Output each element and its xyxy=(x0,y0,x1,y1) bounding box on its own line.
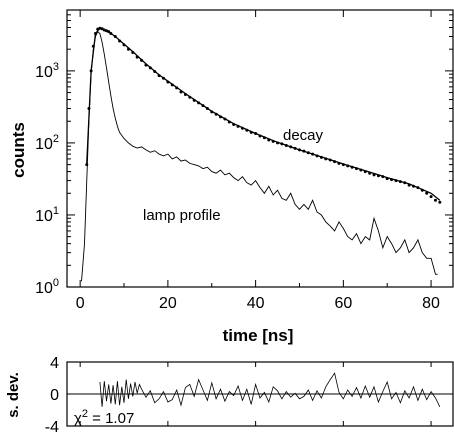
x-tick-label: 0 xyxy=(76,295,85,312)
residual-y-tick-label: 4 xyxy=(50,355,59,372)
decay-fit-line xyxy=(86,27,441,201)
y-tick-label: 102 xyxy=(35,133,59,153)
x-tick-label: 60 xyxy=(334,295,352,312)
residual-plot: 4 0 -4 s. dev. χ2 = 1.07 xyxy=(5,355,454,433)
residual-line xyxy=(99,372,441,407)
y-tick-label: 103 xyxy=(35,61,59,81)
chi-exponent: 2 xyxy=(82,408,88,420)
residual-y-tick-label: -4 xyxy=(45,419,59,433)
decay-data-point xyxy=(425,191,429,195)
y-tick-label: 100 xyxy=(35,277,59,297)
y-axis-title-counts: counts xyxy=(9,122,28,178)
decay-data-point xyxy=(429,195,433,199)
x-axis-title-time: time [ns] xyxy=(223,326,294,345)
annotation-lamp-profile: lamp profile xyxy=(143,207,221,224)
chi-symbol: χ xyxy=(74,410,82,427)
x-tick-label: 40 xyxy=(247,295,265,312)
main-plot: 0 20 40 60 80 100 101 102 103 decay lamp profile… xyxy=(9,9,454,345)
y-tick-label: 101 xyxy=(35,205,59,225)
decay-data-point xyxy=(438,200,442,204)
x-tick-label: 80 xyxy=(422,295,440,312)
decay-data-point xyxy=(433,198,437,202)
annotation-decay: decay xyxy=(283,127,324,144)
lamp-profile-line xyxy=(81,30,438,282)
main-plot-frame xyxy=(66,9,454,288)
chi-value: = 1.07 xyxy=(88,410,134,427)
chi-square-label: χ2 = 1.07 xyxy=(74,408,134,427)
x-tick-label: 20 xyxy=(159,295,177,312)
residual-y-tick-label: 0 xyxy=(50,387,59,404)
y-axis-title-sdev: s. dev. xyxy=(5,372,22,418)
